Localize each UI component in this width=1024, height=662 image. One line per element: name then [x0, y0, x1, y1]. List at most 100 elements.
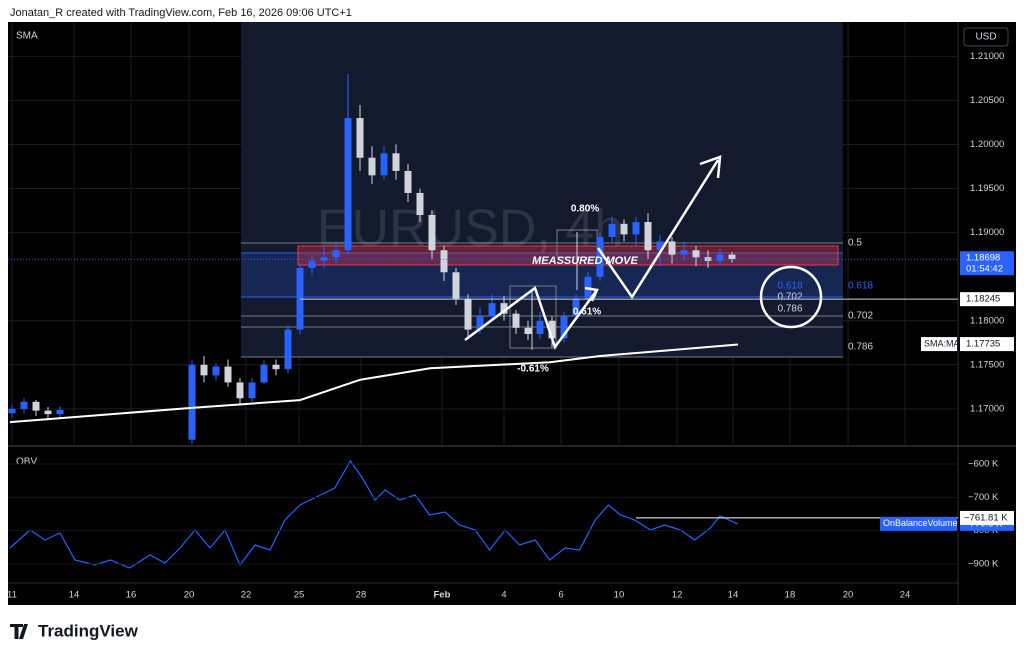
- sma-name: SMA:MA: [924, 338, 960, 348]
- candle-body: [356, 118, 364, 158]
- candle-body: [260, 364, 268, 383]
- watermark: EURUSD, 4h: [317, 200, 623, 258]
- candle-body: [332, 250, 340, 258]
- candle-body: [644, 222, 652, 251]
- series-name-box: [880, 516, 957, 531]
- pane-title: SMA: [16, 31, 38, 42]
- candle-body: [680, 250, 688, 255]
- candle-body: [236, 382, 244, 399]
- candle-body: [572, 298, 580, 317]
- candle-body: [200, 364, 208, 376]
- fib-label: 0.786: [848, 342, 873, 353]
- candle-body: [380, 153, 388, 176]
- y-tick-label: −600 K: [968, 459, 999, 470]
- drawings: 0.80% MEASSURED MOVE 0.61% -0.61% 0.5 0.…: [464, 155, 873, 375]
- last-price-label: 1.18698: [966, 253, 1000, 264]
- level-box: [960, 292, 1014, 307]
- logo-mark: [10, 624, 28, 639]
- x-tick-label: 12: [672, 590, 683, 601]
- fib-label: 0.702: [848, 311, 873, 322]
- x-tick-label: 20: [184, 590, 195, 601]
- candle-body: [536, 320, 544, 334]
- x-tick-label: 20: [843, 590, 854, 601]
- y-tick-label: −900 K: [968, 559, 999, 570]
- candle-body: [272, 364, 280, 370]
- x-tick-label: 14: [728, 590, 739, 601]
- candle-body: [8, 408, 16, 414]
- candle-body: [308, 260, 316, 268]
- candle-body: [20, 401, 28, 409]
- candle-body: [416, 192, 424, 215]
- x-tick-label: 16: [126, 590, 137, 601]
- candle-body: [32, 401, 40, 411]
- candle-body: [524, 327, 532, 334]
- y-tick-label: 1.17000: [970, 403, 1004, 414]
- y-tick-label: 1.18000: [970, 315, 1004, 326]
- obv-line: [9, 459, 739, 569]
- currency-button[interactable]: [963, 27, 1009, 47]
- measure-box: [509, 285, 557, 349]
- header: Jonatan_R created with TradingView.com, …: [10, 7, 352, 19]
- series-name: OnBalanceVolume: [883, 518, 958, 528]
- y-tick-label: 1.19500: [970, 183, 1004, 194]
- circle-label: 0.702: [777, 292, 802, 303]
- x-tick-label: 28: [356, 590, 367, 601]
- candle-body: [608, 223, 616, 238]
- candle-body: [188, 364, 196, 440]
- candle-body: [512, 313, 520, 328]
- sma-line: [9, 343, 739, 424]
- plot: [8, 73, 958, 569]
- circle-label: 0.786: [777, 304, 802, 315]
- level-box: [960, 510, 1014, 525]
- x-tick-label: 24: [900, 590, 911, 601]
- candle-body: [464, 298, 472, 330]
- y-tick-label: 1.19000: [970, 227, 1004, 238]
- fib-label: 0.5: [848, 238, 862, 249]
- position-box: [241, 22, 843, 357]
- projection-arrow: [596, 155, 722, 300]
- candle-body: [656, 241, 664, 251]
- highlight-circle: [759, 265, 823, 329]
- candle-body: [392, 153, 400, 171]
- drawings: [241, 22, 843, 358]
- sma-value-label: 1.17735: [966, 339, 1000, 350]
- y-tick-label: 1.20500: [970, 95, 1004, 106]
- annotation: 0.61%: [573, 307, 601, 318]
- footer-brand: TradingView: [38, 621, 139, 640]
- candle-body: [248, 382, 256, 399]
- candle-body: [632, 222, 640, 235]
- level-label: −761.81 K: [964, 512, 1008, 523]
- circle-label: 0.618: [777, 281, 802, 292]
- candle-body: [668, 241, 676, 255]
- candle-body: [596, 237, 604, 277]
- x-tick-label: 22: [241, 590, 252, 601]
- candle-body: [440, 250, 448, 273]
- annotation: MEASSURED MOVE: [532, 255, 638, 267]
- candle-body: [500, 303, 508, 314]
- x-tick-label: 6: [558, 590, 563, 601]
- x-tick-label: 11: [7, 590, 17, 601]
- y-tick-label: 1.17500: [970, 359, 1004, 370]
- candle-body: [44, 410, 52, 415]
- zigzag: [464, 285, 599, 350]
- candle-body: [404, 170, 412, 193]
- currency[interactable]: USD: [975, 32, 996, 43]
- candle-body: [344, 118, 352, 251]
- candle-body: [728, 254, 736, 260]
- fib-zone: [241, 253, 843, 297]
- fib-label: 0.618: [848, 281, 873, 292]
- candle-body: [368, 157, 376, 176]
- candle-body: [476, 316, 484, 330]
- resistance-zone: [297, 245, 839, 266]
- x-tick-label: Feb: [434, 590, 451, 601]
- candle-body: [224, 366, 232, 383]
- candle-body: [56, 409, 64, 415]
- logo: TradingView: [10, 621, 139, 640]
- candle-body: [488, 303, 496, 317]
- candle-body: [548, 320, 556, 339]
- candle-body: [716, 254, 724, 261]
- candle-body: [296, 267, 304, 330]
- countdown: 01:54:42: [966, 264, 1003, 275]
- y-tick-label: 1.21000: [970, 51, 1004, 62]
